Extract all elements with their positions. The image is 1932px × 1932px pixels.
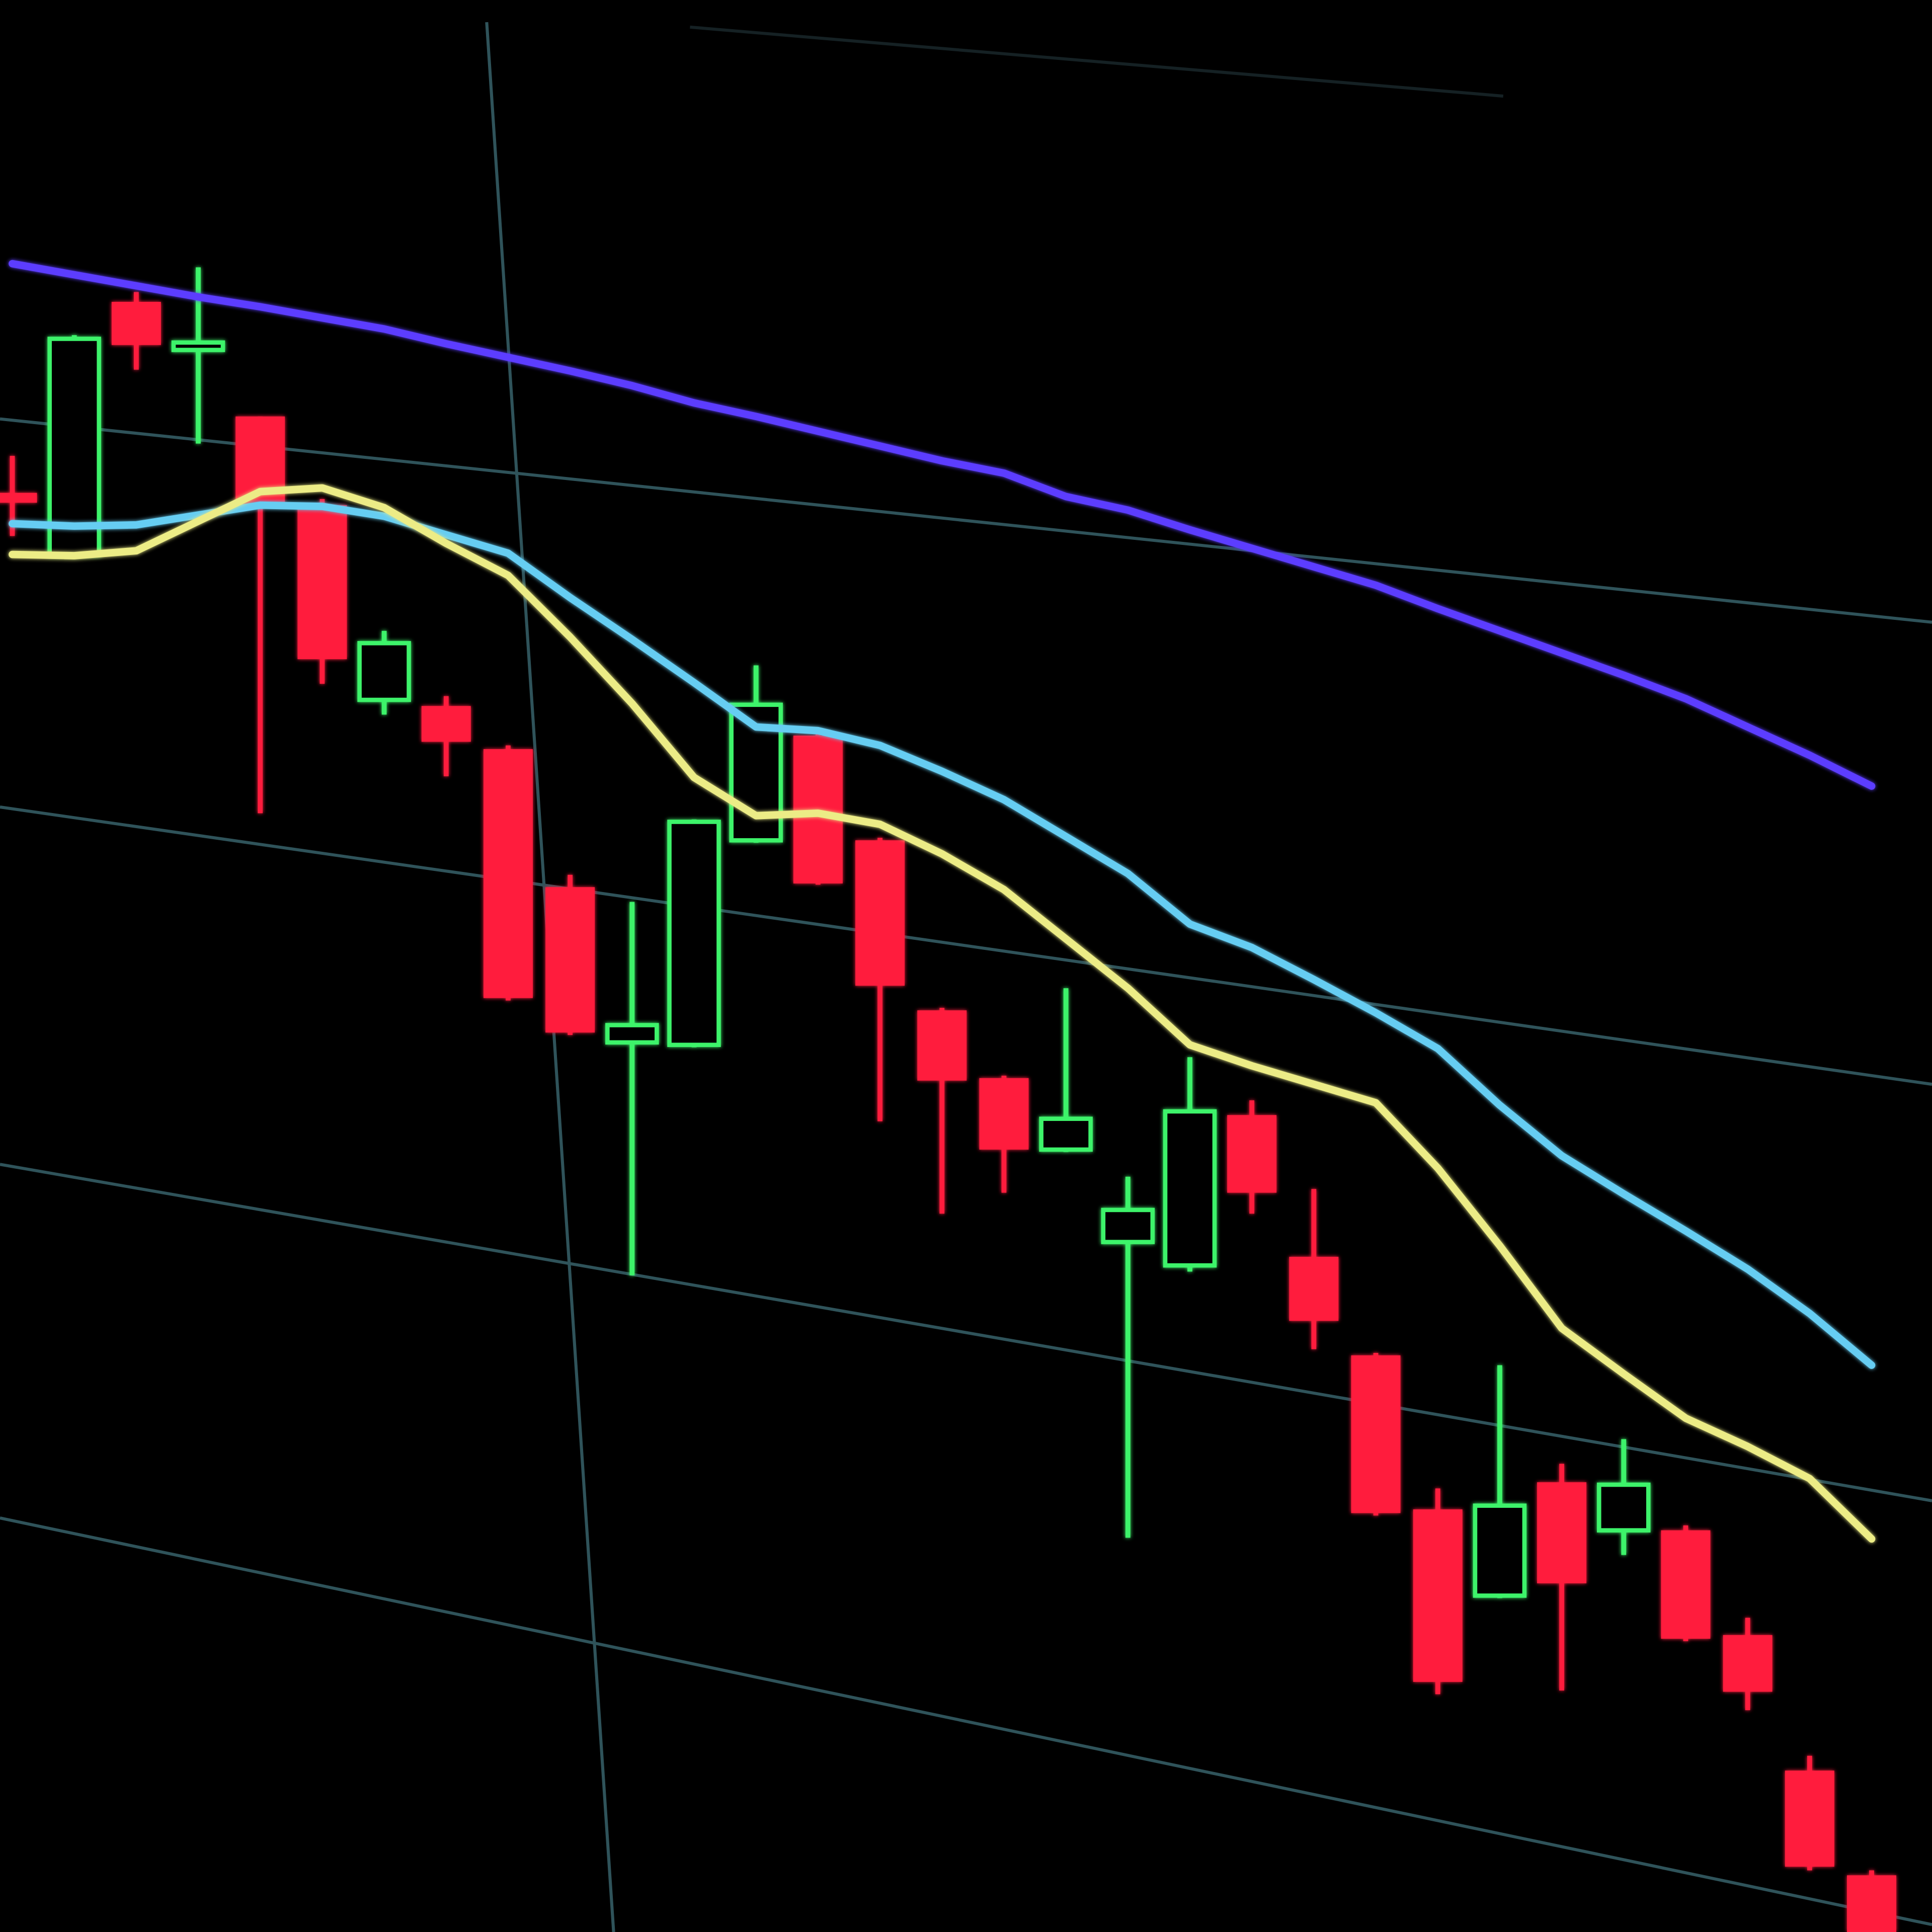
candle-body [171, 340, 225, 352]
candle-body [1227, 1115, 1277, 1193]
candle-body [1473, 1503, 1527, 1598]
moving-average-line [9, 501, 1876, 1369]
candle-body [421, 706, 471, 742]
candle-body [483, 749, 533, 998]
candle-body [979, 1078, 1029, 1150]
candle-body [855, 840, 905, 986]
candle-body [1597, 1482, 1651, 1533]
candle-body [1163, 1109, 1217, 1268]
candle-body [793, 736, 843, 883]
grid-line [690, 25, 1504, 98]
candle-body [1661, 1530, 1711, 1639]
candle-body [1101, 1208, 1155, 1244]
candle-body [605, 1023, 659, 1045]
candle-body [357, 641, 411, 702]
candle-body [111, 302, 161, 345]
candle-body [0, 493, 37, 503]
candle-body [1039, 1116, 1093, 1152]
candle-body [1351, 1355, 1401, 1513]
candle-body [1413, 1509, 1463, 1682]
candle-body [1289, 1256, 1339, 1321]
grid-line [0, 417, 1932, 624]
candle-body [1847, 1875, 1896, 1932]
grid-line [0, 1163, 1932, 1502]
moving-average-line [9, 484, 1876, 1543]
candle-body [1785, 1770, 1834, 1867]
grid-line [0, 806, 1932, 1086]
candle-body [297, 505, 347, 660]
candle-body [1537, 1482, 1587, 1583]
moving-average-line [9, 260, 1876, 790]
candle-body [917, 1010, 967, 1081]
candle-body [667, 820, 721, 1048]
candle-body [1723, 1635, 1773, 1692]
grid-line [0, 1516, 1932, 1926]
candle-body [545, 887, 595, 1033]
